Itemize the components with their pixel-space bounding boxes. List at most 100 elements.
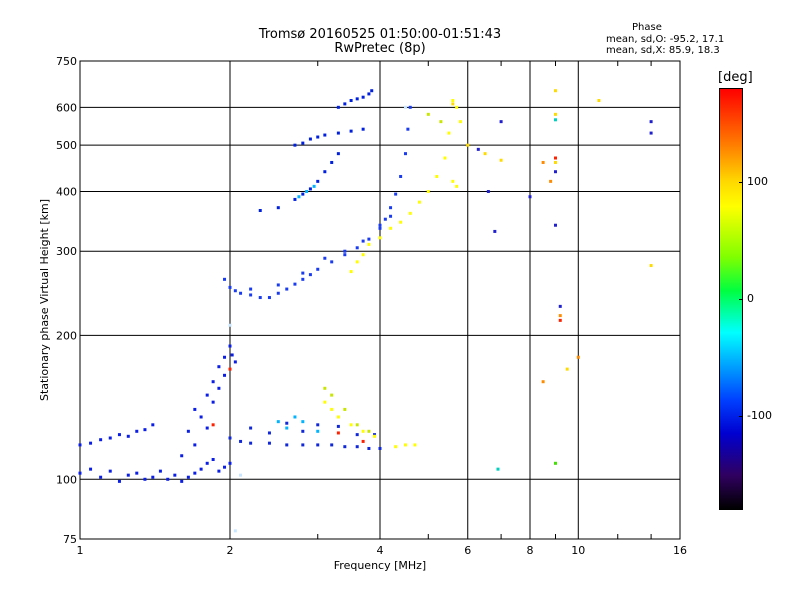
data-point [389, 206, 393, 210]
data-point [549, 179, 553, 183]
data-point [228, 367, 232, 371]
data-point [349, 99, 353, 103]
x-axis-label: Frequency [MHz] [334, 559, 426, 572]
phase-title: Phase [632, 22, 662, 33]
data-point [308, 137, 312, 141]
data-point [223, 277, 227, 281]
data-point [553, 89, 557, 93]
data-point [323, 386, 327, 390]
data-point [276, 420, 280, 424]
colorbar-tick [739, 416, 743, 418]
data-point [451, 99, 455, 103]
data-point [316, 179, 320, 183]
data-point [558, 314, 562, 318]
data-point [451, 102, 455, 106]
data-point [228, 323, 232, 327]
data-point [323, 133, 327, 137]
data-point [417, 200, 421, 204]
data-point [394, 445, 398, 449]
phase-colorbar: 100 0 -100 [719, 88, 772, 510]
data-point [276, 206, 280, 210]
data-point [276, 283, 280, 287]
x-tick-label: 16 [673, 544, 687, 557]
data-point [233, 289, 237, 293]
phase-x-stats: mean, sd,X: 85.9, 18.3 [606, 45, 720, 56]
data-point [316, 423, 320, 427]
data-point [466, 143, 470, 147]
data-point [336, 152, 340, 156]
data-point [343, 253, 347, 257]
data-point [336, 131, 340, 135]
data-point [349, 423, 353, 427]
data-point [330, 260, 334, 264]
data-point [336, 105, 340, 109]
data-point [361, 239, 365, 243]
data-point [355, 445, 359, 449]
data-point [499, 158, 503, 162]
data-point [89, 467, 93, 471]
data-point [276, 291, 280, 295]
data-point [249, 293, 253, 297]
data-point [233, 529, 237, 533]
data-point [361, 253, 365, 257]
x-tick-label: 4 [377, 544, 384, 557]
data-point [553, 160, 557, 164]
data-point [239, 439, 243, 443]
data-point [373, 433, 377, 437]
data-point [367, 429, 371, 433]
data-point [117, 479, 121, 483]
data-point [355, 260, 359, 264]
data-point [426, 189, 430, 193]
data-point [117, 433, 121, 437]
data-point [301, 277, 305, 281]
data-point [293, 197, 297, 201]
data-point [336, 424, 340, 428]
data-point [217, 469, 221, 473]
colorbar-tick [739, 181, 743, 183]
data-point [301, 192, 305, 196]
data-point [349, 270, 353, 274]
data-point [239, 291, 243, 295]
data-point [499, 120, 503, 124]
data-point [399, 174, 403, 178]
data-point [476, 147, 480, 151]
data-point [378, 226, 382, 230]
chart-subtitle: RwPretec (8p) [334, 41, 426, 56]
colorbar-tick-label: 0 [747, 292, 754, 305]
data-point [435, 174, 439, 178]
data-point [267, 431, 271, 435]
data-point [180, 454, 184, 458]
data-point [355, 433, 359, 437]
data-point [576, 355, 580, 359]
data-point [316, 429, 320, 433]
data-point [301, 141, 305, 145]
data-point [336, 415, 340, 419]
colorbar-unit: [deg] [718, 70, 753, 85]
data-point [151, 423, 155, 427]
data-point [528, 195, 532, 199]
data-point [403, 105, 407, 109]
data-point [308, 187, 312, 191]
data-point [108, 469, 112, 473]
x-tick-label: 10 [571, 544, 585, 557]
x-tick-label: 6 [464, 544, 471, 557]
data-point [228, 461, 232, 465]
data-point [186, 475, 190, 479]
data-point [249, 441, 253, 445]
data-point [193, 471, 197, 475]
data-point [301, 443, 305, 447]
data-point [323, 170, 327, 174]
data-point [285, 287, 289, 291]
y-tick-label: 100 [56, 473, 77, 486]
data-point [135, 471, 139, 475]
colorbar-tick-label: -100 [747, 409, 772, 423]
data-point [205, 426, 209, 430]
data-point [399, 220, 403, 224]
data-point [205, 461, 209, 465]
data-point [343, 407, 347, 411]
data-point [394, 192, 398, 196]
data-point [330, 443, 334, 447]
data-point [78, 471, 82, 475]
data-point [233, 360, 237, 364]
